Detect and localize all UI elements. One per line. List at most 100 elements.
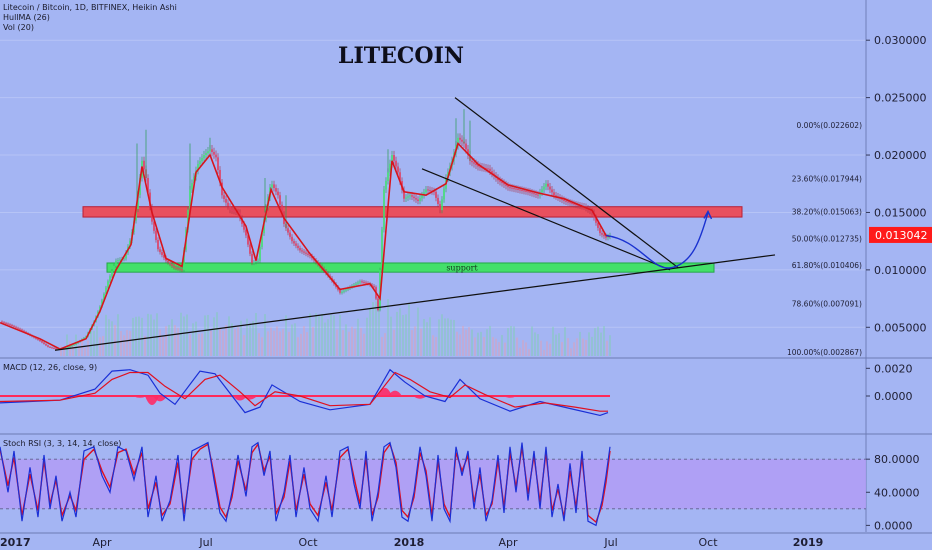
volume-bar — [162, 335, 164, 356]
candle-body — [405, 197, 407, 199]
falling-wedge-lower — [421, 168, 671, 271]
candle-body — [527, 191, 529, 193]
volume-bar — [330, 314, 332, 356]
candle-body — [105, 287, 107, 294]
candle-body — [521, 189, 523, 191]
stoch-tick-label: 0.0000 — [874, 519, 913, 532]
candle-body — [511, 187, 513, 189]
candle-body — [533, 193, 535, 195]
candle-body — [397, 166, 399, 173]
candle-body — [551, 189, 553, 193]
last-price-tag — [869, 226, 932, 243]
candle-body — [147, 178, 149, 193]
candle-body — [7, 323, 9, 325]
volume-bar — [252, 321, 254, 356]
candle-body — [465, 143, 467, 150]
volume-bar — [237, 327, 239, 356]
fib-level-label: 0.00%(0.022602) — [797, 121, 863, 130]
volume-bar — [177, 327, 179, 356]
candle-body — [359, 281, 361, 283]
candle-body — [223, 195, 225, 199]
candle-body — [407, 196, 409, 198]
volume-bar — [354, 328, 356, 356]
volume-bar — [156, 313, 158, 356]
macd-histogram-bar — [233, 396, 247, 401]
volume-bar — [561, 342, 563, 356]
chart-title: LITECOIN — [338, 43, 464, 69]
falling-wedge-upper — [454, 97, 679, 269]
volume-bar — [234, 329, 236, 356]
candle-body — [67, 347, 69, 349]
candle-body — [305, 252, 307, 254]
candle-body — [227, 202, 229, 207]
candle-body — [229, 206, 231, 211]
candle-body — [295, 243, 297, 246]
volume-bar — [186, 314, 188, 356]
candle-body — [115, 260, 117, 266]
candle-body — [489, 168, 491, 172]
candle-body — [565, 200, 567, 202]
candle-body — [159, 249, 161, 253]
candle-body — [601, 233, 603, 235]
candle-body — [245, 229, 247, 236]
stoch-tick-label: 80.0000 — [874, 453, 920, 466]
candle-body — [137, 194, 139, 210]
candle-body — [247, 235, 249, 245]
price-tick-label: 0.025000 — [874, 92, 927, 105]
volume-bar — [258, 333, 260, 356]
candle-body — [51, 347, 53, 349]
candle-body — [273, 184, 275, 189]
hullma-indicator-label[interactable]: HullMA (26) — [3, 13, 50, 22]
volume-bar — [231, 323, 233, 356]
volume-bar — [558, 333, 560, 356]
candle-body — [573, 203, 575, 205]
volume-bar — [270, 327, 272, 356]
candle-body — [109, 276, 111, 282]
candle-body — [413, 196, 415, 199]
candle-body — [365, 282, 367, 284]
stoch-tick-label: 40.0000 — [874, 486, 920, 499]
candle-body — [607, 236, 609, 238]
candle-body — [485, 167, 487, 169]
candle-body — [377, 298, 379, 311]
time-tick-label: Oct — [298, 536, 318, 549]
macd-histogram-bar — [153, 396, 167, 402]
candle-body — [491, 171, 493, 174]
candle-body — [499, 180, 501, 182]
hull-ma-line — [0, 141, 611, 350]
volume-bar — [519, 347, 521, 356]
macd-signal-line — [0, 371, 608, 412]
volume-bar — [363, 333, 365, 356]
volume-bar — [426, 322, 428, 356]
volume-bar — [216, 312, 218, 356]
volume-bar — [414, 326, 416, 356]
candle-body — [395, 160, 397, 167]
volume-bar — [435, 337, 437, 356]
volume-indicator-label[interactable]: Vol (20) — [3, 23, 34, 32]
volume-bar — [99, 337, 101, 356]
volume-bar — [117, 314, 119, 356]
volume-bar — [102, 335, 104, 356]
volume-bar — [594, 328, 596, 356]
candle-body — [179, 268, 181, 270]
candle-body — [571, 203, 573, 205]
volume-bar — [396, 311, 398, 356]
candle-body — [301, 250, 303, 252]
candle-body — [471, 160, 473, 163]
symbol-title[interactable]: Litecoin / Bitcoin, 1D, BITFINEX, Heikin… — [3, 3, 177, 12]
volume-bar — [381, 336, 383, 356]
candle-body — [473, 162, 475, 164]
candle-body — [291, 236, 293, 242]
candle-body — [343, 290, 345, 292]
volume-bar — [546, 341, 548, 356]
candle-body — [293, 241, 295, 244]
candle-body — [389, 163, 391, 173]
volume-bar — [141, 317, 143, 356]
candle-body — [415, 198, 417, 200]
candle-body — [193, 176, 195, 184]
candle-body — [199, 161, 201, 165]
volume-bar — [408, 303, 410, 356]
macd-histogram-bar — [413, 396, 427, 399]
candle-body — [345, 289, 347, 291]
volume-bar — [492, 337, 494, 356]
